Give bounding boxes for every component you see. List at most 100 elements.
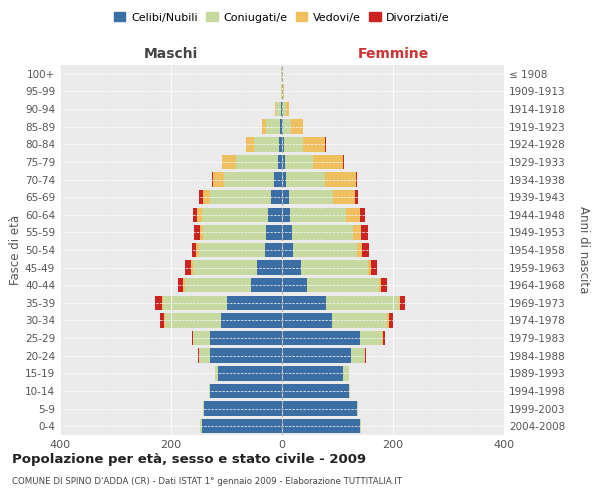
Bar — [210, 331, 282, 345]
Bar — [400, 296, 405, 310]
Bar — [360, 419, 361, 434]
Bar — [282, 296, 326, 310]
Bar — [282, 260, 301, 275]
Bar — [196, 243, 199, 257]
Bar — [199, 243, 265, 257]
Bar — [194, 225, 200, 240]
Bar — [212, 172, 224, 186]
Bar — [191, 243, 196, 257]
Bar — [333, 190, 355, 204]
Bar — [254, 137, 279, 152]
Bar — [166, 314, 221, 328]
Bar — [227, 296, 282, 310]
Bar — [326, 296, 398, 310]
Bar — [283, 102, 286, 117]
Bar — [286, 172, 325, 186]
Bar — [265, 243, 282, 257]
Bar — [277, 102, 281, 117]
Bar — [282, 172, 286, 186]
Bar — [202, 419, 282, 434]
Bar — [191, 260, 193, 275]
Bar — [178, 278, 183, 292]
Bar — [281, 102, 282, 117]
Bar — [210, 384, 282, 398]
Bar — [289, 190, 333, 204]
Bar — [282, 102, 283, 117]
Bar — [282, 137, 284, 152]
Bar — [282, 190, 289, 204]
Bar — [200, 419, 202, 434]
Bar — [251, 278, 282, 292]
Bar — [356, 172, 357, 186]
Bar — [352, 348, 365, 363]
Bar — [343, 366, 349, 380]
Bar — [193, 260, 257, 275]
Bar — [282, 366, 343, 380]
Bar — [360, 208, 365, 222]
Bar — [282, 84, 283, 98]
Bar — [343, 154, 344, 169]
Y-axis label: Fasce di età: Fasce di età — [9, 215, 22, 285]
Bar — [199, 190, 203, 204]
Bar — [349, 384, 350, 398]
Bar — [282, 331, 360, 345]
Bar — [301, 260, 368, 275]
Bar — [221, 314, 282, 328]
Text: COMUNE DI SPINO D'ADDA (CR) - Dati ISTAT 1° gennaio 2009 - Elaborazione TUTTITAL: COMUNE DI SPINO D'ADDA (CR) - Dati ISTAT… — [12, 478, 402, 486]
Text: Femmine: Femmine — [358, 48, 428, 62]
Bar — [274, 172, 282, 186]
Bar — [357, 402, 358, 416]
Bar — [185, 260, 191, 275]
Bar — [398, 296, 400, 310]
Bar — [282, 348, 352, 363]
Bar — [236, 154, 278, 169]
Bar — [193, 331, 210, 345]
Bar — [164, 314, 166, 328]
Bar — [160, 314, 164, 328]
Bar — [388, 314, 389, 328]
Bar — [197, 208, 202, 222]
Bar — [185, 278, 251, 292]
Bar — [266, 120, 280, 134]
Bar — [389, 314, 393, 328]
Bar — [204, 402, 282, 416]
Bar — [283, 120, 292, 134]
Bar — [332, 314, 388, 328]
Bar — [284, 137, 303, 152]
Bar — [193, 208, 197, 222]
Bar — [361, 225, 368, 240]
Bar — [262, 120, 266, 134]
Bar — [292, 120, 302, 134]
Bar — [155, 296, 161, 310]
Bar — [290, 208, 346, 222]
Bar — [282, 243, 293, 257]
Bar — [246, 137, 254, 152]
Bar — [200, 225, 203, 240]
Bar — [371, 260, 377, 275]
Bar — [161, 296, 163, 310]
Bar — [365, 348, 367, 363]
Bar — [282, 402, 357, 416]
Bar — [282, 384, 349, 398]
Bar — [368, 260, 371, 275]
Bar — [183, 278, 185, 292]
Bar — [286, 102, 289, 117]
Bar — [197, 348, 199, 363]
Bar — [203, 402, 204, 416]
Bar — [313, 154, 343, 169]
Bar — [307, 278, 379, 292]
Bar — [282, 120, 283, 134]
Bar — [282, 225, 292, 240]
Bar — [266, 225, 282, 240]
Bar — [278, 154, 282, 169]
Bar — [346, 208, 360, 222]
Bar — [379, 278, 381, 292]
Bar — [357, 243, 362, 257]
Bar — [222, 154, 236, 169]
Bar — [268, 208, 282, 222]
Bar — [282, 314, 332, 328]
Legend: Celibi/Nubili, Coniugati/e, Vedovi/e, Divorziati/e: Celibi/Nubili, Coniugati/e, Vedovi/e, Di… — [110, 8, 454, 27]
Bar — [199, 348, 210, 363]
Bar — [210, 190, 271, 204]
Bar — [282, 278, 307, 292]
